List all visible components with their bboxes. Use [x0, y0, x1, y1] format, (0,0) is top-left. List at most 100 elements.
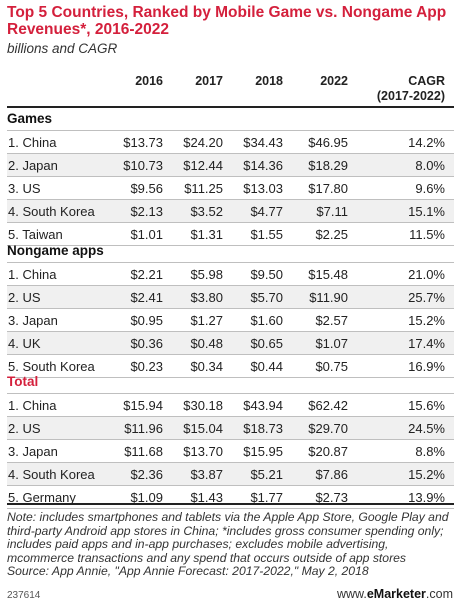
table-cell: $1.27 — [190, 313, 223, 328]
table-cell: $2.36 — [130, 467, 163, 482]
row-label: 1. China — [8, 398, 57, 413]
table-cell: $17.80 — [308, 181, 348, 196]
table-cell: 8.8% — [415, 444, 445, 459]
row-label: 3. US — [8, 181, 41, 196]
table-cell: $2.57 — [315, 313, 348, 328]
table-cell: $2.21 — [130, 267, 163, 282]
row-rule — [7, 245, 454, 246]
table-cell: 13.9% — [408, 490, 445, 505]
table-cell: $12.44 — [183, 158, 223, 173]
row-label: 1. China — [8, 135, 57, 150]
table-cell: $3.87 — [190, 467, 223, 482]
row-label: 2. Japan — [8, 158, 58, 173]
row-label: 4. South Korea — [8, 204, 95, 219]
section-rule — [7, 393, 454, 394]
table-cell: $7.86 — [315, 467, 348, 482]
table-bottom-rule — [7, 503, 454, 505]
chart-title: Top 5 Countries, Ranked by Mobile Game v… — [7, 4, 447, 38]
table-cell: $15.95 — [243, 444, 283, 459]
row-label: 5. Taiwan — [8, 227, 63, 242]
table-cell: $34.43 — [243, 135, 283, 150]
table-cell: $46.95 — [308, 135, 348, 150]
row-rule — [7, 508, 454, 509]
table-cell: 14.2% — [408, 135, 445, 150]
row-rule — [7, 331, 454, 332]
row-rule — [7, 308, 454, 309]
table-cell: 9.6% — [415, 181, 445, 196]
table-cell: $20.87 — [308, 444, 348, 459]
table-cell: $0.65 — [250, 336, 283, 351]
section-heading: Total — [7, 374, 39, 389]
table-cell: 15.6% — [408, 398, 445, 413]
row-label: 1. China — [8, 267, 57, 282]
table-cell: $2.41 — [130, 290, 163, 305]
source-text: Source: App Annie, "App Annie Forecast: … — [7, 564, 369, 579]
column-header: 2018 — [255, 74, 283, 88]
row-label: 3. Japan — [8, 444, 58, 459]
note-text: Note: includes smartphones and tablets v… — [7, 510, 449, 565]
chart-note: Note: includes smartphones and tablets v… — [7, 510, 455, 579]
row-shade — [7, 200, 454, 223]
row-rule — [7, 153, 454, 154]
table-cell: $30.18 — [183, 398, 223, 413]
table-cell: 21.0% — [408, 267, 445, 282]
table-cell: $11.68 — [124, 444, 163, 459]
row-rule — [7, 176, 454, 177]
row-label: 2. US — [8, 421, 41, 436]
row-rule — [7, 222, 454, 223]
column-header: CAGR (2017-2022) — [376, 74, 445, 103]
table-cell: $7.11 — [316, 204, 348, 219]
site-suffix: .com — [425, 587, 453, 601]
table-cell: $13.70 — [183, 444, 223, 459]
table-cell: $4.77 — [250, 204, 283, 219]
row-label: 2. US — [8, 290, 41, 305]
table-cell: $0.44 — [250, 359, 283, 374]
row-shade — [7, 463, 454, 486]
row-label: 5. South Korea — [8, 359, 95, 374]
row-rule — [7, 285, 454, 286]
table-cell: $5.98 — [190, 267, 223, 282]
row-rule — [7, 377, 454, 378]
table-cell: $2.73 — [315, 490, 348, 505]
table-cell: $29.70 — [308, 421, 348, 436]
table-cell: $5.70 — [250, 290, 283, 305]
row-shade — [7, 154, 454, 177]
table-cell: $15.48 — [308, 267, 348, 282]
table-cell: $3.52 — [190, 204, 223, 219]
table-cell: $18.73 — [243, 421, 283, 436]
table-cell: $1.09 — [130, 490, 163, 505]
row-label: 4. UK — [8, 336, 41, 351]
section-rule — [7, 262, 454, 263]
table-cell: 16.9% — [408, 359, 445, 374]
table-cell: $0.75 — [315, 359, 348, 374]
row-label: 4. South Korea — [8, 467, 95, 482]
chart-id: 237614 — [7, 590, 41, 601]
table-cell: $2.25 — [315, 227, 348, 242]
site-link[interactable]: www.eMarketer.com — [337, 587, 453, 601]
column-header: 2022 — [320, 74, 348, 88]
table-cell: 15.1% — [408, 204, 445, 219]
table-cell: $1.60 — [250, 313, 283, 328]
table-cell: 15.2% — [408, 313, 445, 328]
table-cell: $1.55 — [250, 227, 283, 242]
table-cell: $2.13 — [130, 204, 163, 219]
chart-subtitle: billions and CAGR — [7, 41, 118, 56]
table-cell: $1.77 — [250, 490, 283, 505]
table-cell: 8.0% — [415, 158, 445, 173]
table-cell: $15.04 — [183, 421, 223, 436]
section-heading: Games — [7, 111, 53, 126]
table-cell: $13.03 — [243, 181, 283, 196]
row-label: 3. Japan — [8, 313, 58, 328]
column-header: 2016 — [135, 74, 163, 88]
row-shade — [7, 286, 454, 309]
table-cell: $1.43 — [190, 490, 223, 505]
table-cell: $15.94 — [123, 398, 163, 413]
row-shade — [7, 417, 454, 440]
table-cell: $1.01 — [130, 227, 163, 242]
row-rule — [7, 462, 454, 463]
table-cell: $3.80 — [190, 290, 223, 305]
table-cell: $14.36 — [243, 158, 283, 173]
site-brand: eMarketer — [366, 587, 426, 601]
table-cell: 25.7% — [408, 290, 445, 305]
